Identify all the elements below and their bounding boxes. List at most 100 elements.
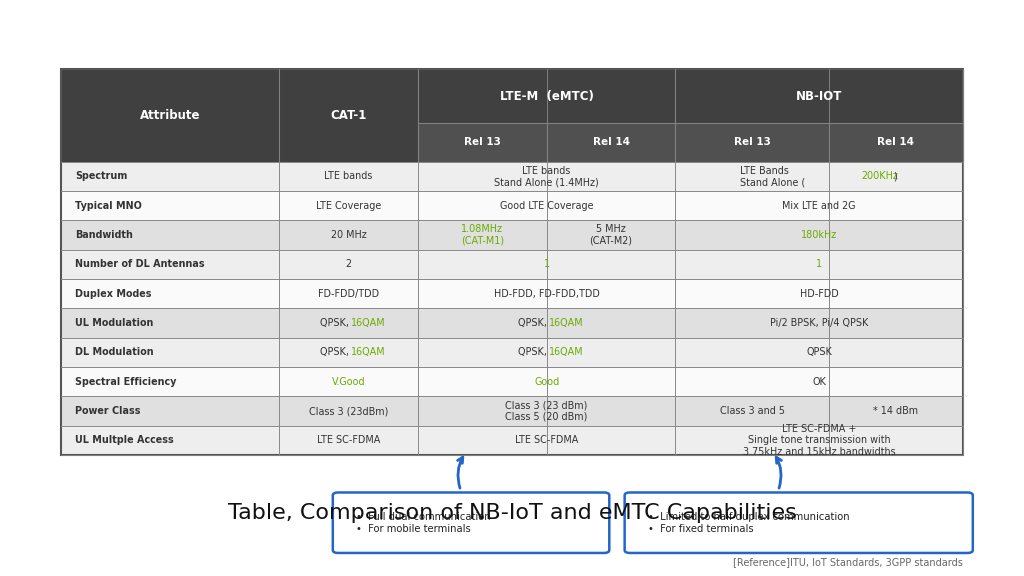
Bar bbox=[828, 191, 963, 221]
Text: Power Class: Power Class bbox=[75, 406, 140, 416]
Text: QPSK: QPSK bbox=[806, 347, 831, 357]
Bar bbox=[418, 221, 547, 250]
Bar bbox=[676, 426, 828, 455]
Text: QPSK,: QPSK, bbox=[518, 347, 550, 357]
Bar bbox=[828, 338, 963, 367]
Bar bbox=[61, 191, 280, 221]
Bar bbox=[828, 367, 963, 396]
Bar bbox=[61, 308, 280, 338]
Bar bbox=[676, 279, 828, 308]
Text: UL Multple Access: UL Multple Access bbox=[75, 435, 174, 445]
Bar bbox=[547, 426, 676, 455]
Bar bbox=[547, 279, 676, 308]
Text: Rel 14: Rel 14 bbox=[878, 138, 914, 147]
Bar bbox=[547, 396, 676, 426]
Text: LTE SC-FDMA: LTE SC-FDMA bbox=[515, 435, 579, 445]
Text: Number of DL Antennas: Number of DL Antennas bbox=[75, 259, 205, 270]
Bar bbox=[280, 338, 418, 367]
Bar bbox=[676, 308, 828, 338]
Bar bbox=[828, 279, 963, 308]
Text: Class 3 (23dBm): Class 3 (23dBm) bbox=[309, 406, 388, 416]
Text: UL Modulation: UL Modulation bbox=[75, 318, 154, 328]
Bar bbox=[676, 338, 828, 367]
Bar bbox=[547, 191, 676, 221]
FancyBboxPatch shape bbox=[333, 492, 609, 553]
Text: 16QAM: 16QAM bbox=[351, 318, 386, 328]
Text: LTE SC-FDMA: LTE SC-FDMA bbox=[316, 435, 380, 445]
Text: •  Full dual communication
•  For mobile terminals: • Full dual communication • For mobile t… bbox=[356, 512, 490, 533]
Text: QPSK,: QPSK, bbox=[319, 318, 351, 328]
Text: Pi/2 BPSK, Pi/4 QPSK: Pi/2 BPSK, Pi/4 QPSK bbox=[770, 318, 868, 328]
Text: ): ) bbox=[893, 172, 897, 181]
Bar bbox=[61, 279, 280, 308]
Text: 180kHz: 180kHz bbox=[801, 230, 837, 240]
Text: * 14 dBm: * 14 dBm bbox=[873, 406, 919, 416]
Text: •  Limited to half-duplex communication
•  For fixed terminals: • Limited to half-duplex communication •… bbox=[648, 512, 850, 533]
Bar bbox=[61, 69, 280, 162]
Bar bbox=[547, 123, 676, 162]
Text: Rel 14: Rel 14 bbox=[593, 138, 630, 147]
Bar bbox=[547, 162, 676, 191]
Bar bbox=[61, 338, 280, 367]
Text: Rel 13: Rel 13 bbox=[464, 138, 501, 147]
Text: 16QAM: 16QAM bbox=[549, 318, 584, 328]
Bar bbox=[418, 367, 547, 396]
Text: 1: 1 bbox=[544, 259, 550, 270]
Bar bbox=[418, 426, 547, 455]
Bar bbox=[418, 308, 547, 338]
Text: Attribute: Attribute bbox=[140, 109, 201, 122]
Bar bbox=[418, 279, 547, 308]
Bar bbox=[61, 221, 280, 250]
Bar bbox=[676, 396, 828, 426]
Bar bbox=[676, 162, 828, 191]
Text: Spectral Efficiency: Spectral Efficiency bbox=[75, 377, 176, 386]
Bar bbox=[280, 191, 418, 221]
Text: V.Good: V.Good bbox=[332, 377, 366, 386]
Bar bbox=[61, 162, 280, 191]
Text: Class 3 and 5: Class 3 and 5 bbox=[720, 406, 784, 416]
Text: Mix LTE and 2G: Mix LTE and 2G bbox=[782, 200, 856, 211]
Text: LTE-M  (eMTC): LTE-M (eMTC) bbox=[500, 90, 594, 103]
Text: NB-IOT: NB-IOT bbox=[796, 90, 842, 103]
Bar bbox=[61, 396, 280, 426]
Text: OK: OK bbox=[812, 377, 826, 386]
Text: Table, Comparison of NB-IoT and eMTC Capabilities: Table, Comparison of NB-IoT and eMTC Cap… bbox=[227, 503, 797, 522]
Text: LTE bands
Stand Alone (1.4MHz): LTE bands Stand Alone (1.4MHz) bbox=[495, 166, 599, 187]
Bar bbox=[828, 308, 963, 338]
Text: 1.08MHz
(CAT-M1): 1.08MHz (CAT-M1) bbox=[461, 224, 504, 246]
Text: 200KHz: 200KHz bbox=[861, 172, 898, 181]
Bar bbox=[280, 279, 418, 308]
Bar bbox=[676, 367, 828, 396]
Text: LTE bands: LTE bands bbox=[325, 172, 373, 181]
Text: 20 MHz: 20 MHz bbox=[331, 230, 367, 240]
Bar bbox=[828, 396, 963, 426]
Bar bbox=[418, 69, 676, 123]
Bar bbox=[828, 426, 963, 455]
Bar bbox=[280, 69, 418, 162]
Bar bbox=[676, 250, 828, 279]
Bar bbox=[418, 338, 547, 367]
Bar bbox=[280, 367, 418, 396]
Bar bbox=[418, 162, 547, 191]
Text: Rel 13: Rel 13 bbox=[734, 138, 771, 147]
Bar bbox=[676, 69, 963, 123]
Bar bbox=[418, 396, 547, 426]
Bar bbox=[828, 250, 963, 279]
Bar bbox=[676, 221, 828, 250]
Bar bbox=[676, 191, 828, 221]
Bar bbox=[547, 221, 676, 250]
Bar bbox=[280, 308, 418, 338]
Text: 2: 2 bbox=[346, 259, 351, 270]
Text: 16QAM: 16QAM bbox=[351, 347, 386, 357]
Bar bbox=[418, 250, 547, 279]
Bar bbox=[280, 221, 418, 250]
Text: HD-FDD, FD-FDD,TDD: HD-FDD, FD-FDD,TDD bbox=[494, 289, 600, 299]
Bar bbox=[828, 221, 963, 250]
Bar bbox=[280, 162, 418, 191]
Text: Spectrum: Spectrum bbox=[75, 172, 127, 181]
Bar bbox=[280, 396, 418, 426]
Text: Typical MNO: Typical MNO bbox=[75, 200, 142, 211]
Bar bbox=[61, 367, 280, 396]
Bar bbox=[547, 308, 676, 338]
Text: FD-FDD/TDD: FD-FDD/TDD bbox=[318, 289, 379, 299]
